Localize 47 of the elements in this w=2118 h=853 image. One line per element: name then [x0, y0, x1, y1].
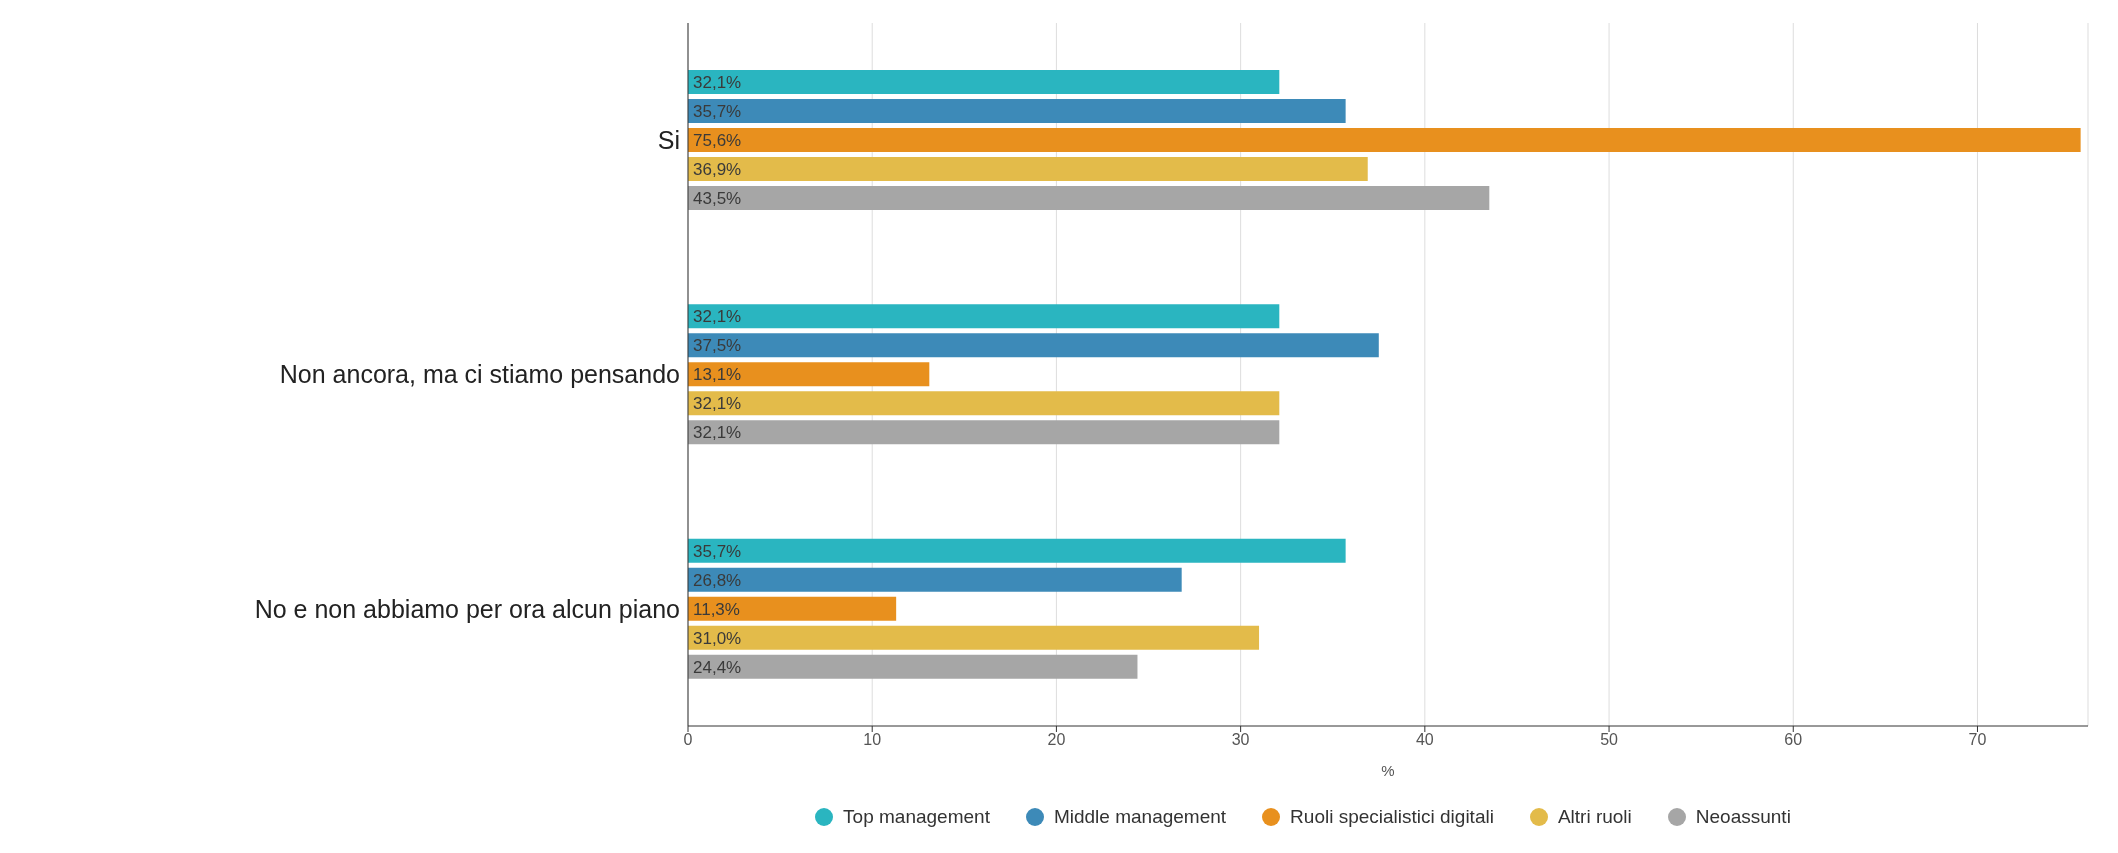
bar	[688, 99, 1346, 123]
x-tick-label: 0	[683, 731, 693, 749]
data-label: 31,0%	[693, 628, 742, 648]
legend-label: Neoassunti	[1695, 806, 1791, 828]
data-label: 75,6%	[693, 131, 742, 151]
legend-label: Altri ruoli	[1557, 806, 1632, 828]
data-label: 36,9%	[693, 160, 742, 180]
data-label: 13,1%	[693, 365, 742, 385]
x-tick-label: 20	[1047, 731, 1066, 749]
bar	[688, 362, 930, 387]
data-label: 32,1%	[693, 73, 742, 93]
legend-label: Top management	[843, 806, 990, 828]
x-tick-label: 30	[1231, 731, 1250, 749]
data-label: 11,3%	[693, 599, 740, 619]
y-tick-label: No e non abbiamo per ora alcun piano	[254, 594, 680, 623]
bar	[688, 654, 1138, 679]
data-label: 37,5%	[693, 336, 742, 356]
data-label: 26,8%	[693, 570, 742, 590]
data-label: 32,1%	[693, 307, 742, 327]
data-label: 32,1%	[693, 423, 742, 443]
x-axis-title: %	[1381, 762, 1395, 779]
bar	[688, 538, 1346, 563]
x-tick-label: 10	[863, 731, 882, 749]
bar	[688, 128, 2081, 152]
bar	[688, 567, 1182, 592]
data-label: 24,4%	[693, 657, 742, 677]
bar	[688, 186, 1490, 210]
bar	[688, 596, 897, 621]
y-tick-label: Si	[657, 126, 680, 155]
x-tick-label: 50	[1600, 731, 1619, 749]
x-tick-label: 60	[1784, 731, 1803, 749]
bar	[688, 304, 1280, 329]
bar	[688, 391, 1280, 416]
data-label: 43,5%	[693, 189, 742, 209]
bar	[688, 333, 1379, 358]
x-tick-label: 70	[1968, 731, 1987, 749]
x-tick-label: 40	[1415, 731, 1434, 749]
legend-label: Middle management	[1053, 806, 1227, 828]
data-label: 32,1%	[693, 394, 742, 414]
bar	[688, 625, 1260, 650]
bar	[688, 157, 1368, 181]
bar	[688, 420, 1280, 445]
data-label: 35,7%	[693, 541, 742, 561]
data-label: 35,7%	[693, 102, 742, 122]
legend-label: Ruoli specialistici digitali	[1290, 806, 1494, 828]
y-tick-label: Non ancora, ma ci stiamo pensando	[279, 360, 680, 389]
bar	[688, 70, 1280, 94]
